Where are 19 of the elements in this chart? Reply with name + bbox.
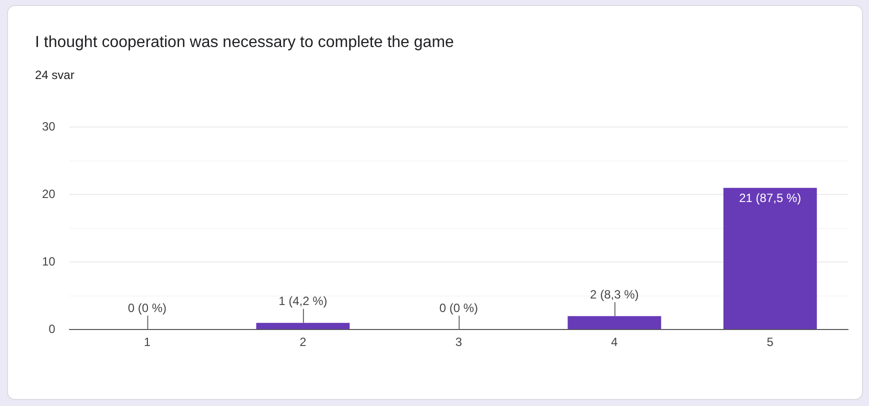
data-label: 0 (0 %) [128,300,167,315]
y-tick-label: 30 [42,120,56,134]
y-tick-label: 10 [42,254,56,268]
chart-title: I thought cooperation was necessary to complete the game [35,34,454,52]
x-tick-label: 4 [611,335,618,350]
y-tick-label: 20 [42,186,56,201]
x-tick-label: 2 [300,335,307,350]
data-label: 1 (4,2 %) [278,294,328,308]
bar [723,188,817,330]
bar [568,316,662,330]
data-label: 2 (8,3 %) [590,287,639,302]
data-label: 0 (0 %) [439,300,478,315]
bar [256,322,350,330]
x-tick-label: 1 [144,335,151,350]
data-label: 21 (87,5 %) [739,191,802,206]
chart-subtitle: 24 svar [35,68,74,82]
x-tick-label: 5 [766,335,774,350]
y-tick-label: 0 [48,322,56,336]
x-tick-label: 3 [455,335,462,350]
